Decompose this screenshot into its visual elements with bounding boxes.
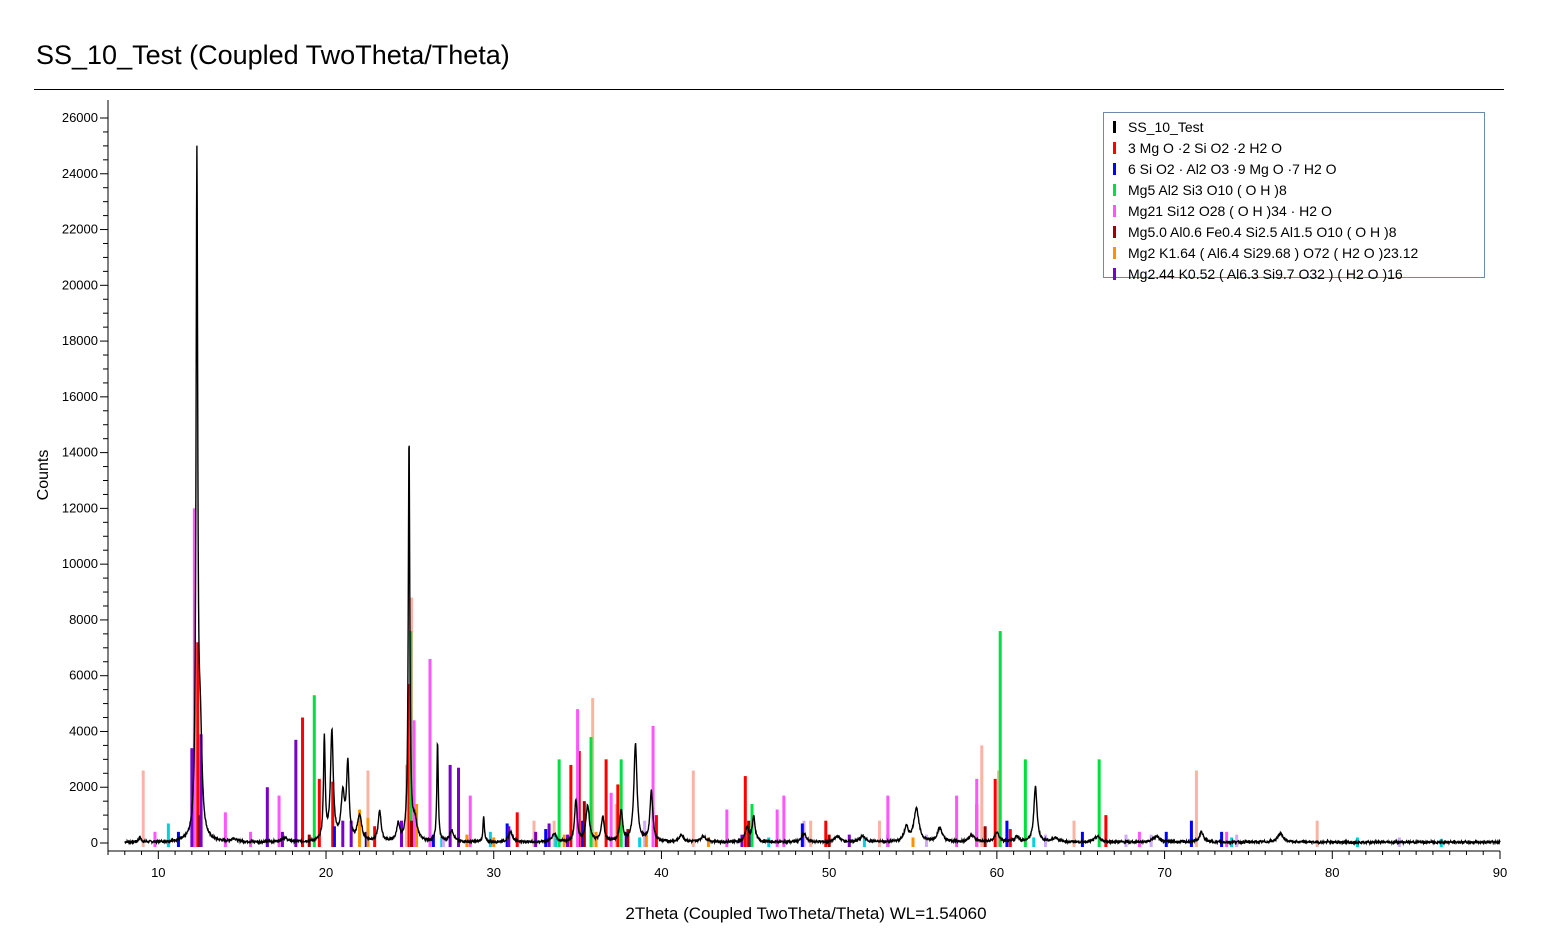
phase-stick [1098,759,1101,847]
phase-stick [548,823,551,847]
phase-stick [912,837,915,847]
y-tick-label: 20000 [62,277,98,292]
legend-swatch [1113,268,1116,280]
legend-item: Mg5.0 Al0.6 Fe0.4 Si2.5 Al1.5 O10 ( O H … [1110,221,1484,242]
phase-stick [975,779,978,847]
reference-stick [1032,837,1035,847]
x-tick-label: 80 [1325,865,1339,880]
reference-stick [638,837,641,847]
legend-label: SS_10_Test [1128,119,1204,135]
y-tick-label: 22000 [62,222,98,237]
legend-item: Mg5 Al2 Si3 O10 ( O H )8 [1110,179,1484,200]
legend-swatch [1113,247,1116,259]
y-tick-label: 0 [91,835,98,850]
phase-sticks [153,508,1228,847]
reference-stick [878,821,881,847]
phase-stick [313,695,316,847]
y-tick-label: 18000 [62,333,98,348]
phase-stick [1225,832,1228,847]
legend-swatch [1113,142,1116,154]
reference-sticks [142,598,1443,847]
x-tick-label: 70 [1157,865,1171,880]
phase-stick [620,759,623,847]
legend-label: Mg5 Al2 Si3 O10 ( O H )8 [1128,182,1287,198]
legend-swatch [1113,121,1116,133]
legend-label: Mg2 K1.64 ( Al6.4 Si29.68 ) O72 ( H2 O )… [1128,245,1418,261]
y-tick-label: 16000 [62,389,98,404]
y-tick-label: 4000 [69,723,98,738]
phase-stick [558,759,561,847]
legend-label: Mg2.44 K0.52 ( Al6.3 Si9.7 O32 ) ( H2 O … [1128,266,1403,282]
phase-stick [249,832,252,847]
phase-stick [429,659,432,847]
phase-stick [999,631,1002,847]
reference-stick [692,771,695,848]
legend-swatch [1113,184,1116,196]
y-tick-label: 6000 [69,668,98,683]
legend-item: Mg2.44 K0.52 ( Al6.3 Si9.7 O32 ) ( H2 O … [1110,263,1484,284]
y-tick-label: 12000 [62,500,98,515]
legend-label: Mg5.0 Al0.6 Fe0.4 Si2.5 Al1.5 O10 ( O H … [1128,224,1396,240]
legend-swatch [1113,205,1116,217]
phase-stick [333,826,336,847]
reference-stick [980,745,983,847]
x-tick-label: 30 [487,865,501,880]
phase-stick [341,821,344,847]
legend-label: 3 Mg O ·2 Si O2 ·2 H2 O [1128,140,1282,156]
phase-stick [1024,759,1027,847]
phase-stick [984,826,987,847]
phase-stick [544,829,547,847]
phase-stick [1081,832,1084,847]
phase-stick [366,818,369,847]
phase-stick [469,796,472,847]
y-axis-label: Counts [35,450,53,501]
legend-item: 3 Mg O ·2 Si O2 ·2 H2 O [1110,137,1484,158]
x-tick-label: 60 [990,865,1004,880]
x-axis-label: 2Theta (Coupled TwoTheta/Theta) WL=1.540… [625,904,986,924]
legend-item: Mg21 Si12 O28 ( O H )34 · H2 O [1110,200,1484,221]
legend-item: 6 Si O2 · Al2 O3 ·9 Mg O ·7 H2 O [1110,158,1484,179]
legend-item: Mg2 K1.64 ( Al6.4 Si29.68 ) O72 ( H2 O )… [1110,242,1484,263]
legend: SS_10_Test 3 Mg O ·2 Si O2 ·2 H2 O 6 Si O2… [1103,112,1485,278]
phase-stick [266,787,269,847]
y-tick-label: 24000 [62,166,98,181]
y-tick-label: 8000 [69,612,98,627]
phase-stick [294,740,297,847]
phase-stick [410,821,413,847]
legend-swatch [1113,163,1116,175]
x-tick-label: 10 [151,865,165,880]
phase-stick [400,821,403,847]
reference-stick [142,771,145,848]
legend-item: SS_10_Test [1110,116,1484,137]
phase-stick [457,768,460,847]
phase-stick [782,796,785,847]
legend-swatch [1113,226,1116,238]
legend-label: Mg21 Si12 O28 ( O H )34 · H2 O [1128,203,1332,219]
y-tick-label: 26000 [62,110,98,125]
y-tick-label: 2000 [69,779,98,794]
phase-stick [153,832,156,847]
x-tick-label: 50 [822,865,836,880]
reference-stick [1195,771,1198,848]
x-tick-label: 40 [654,865,668,880]
y-tick-label: 10000 [62,556,98,571]
x-tick-label: 20 [319,865,333,880]
x-tick-label: 90 [1493,865,1507,880]
phase-stick [1009,829,1012,847]
phase-stick [1005,821,1008,847]
legend-label: 6 Si O2 · Al2 O3 ·9 Mg O ·7 H2 O [1128,161,1337,177]
y-tick-label: 14000 [62,445,98,460]
phase-stick [301,718,304,847]
